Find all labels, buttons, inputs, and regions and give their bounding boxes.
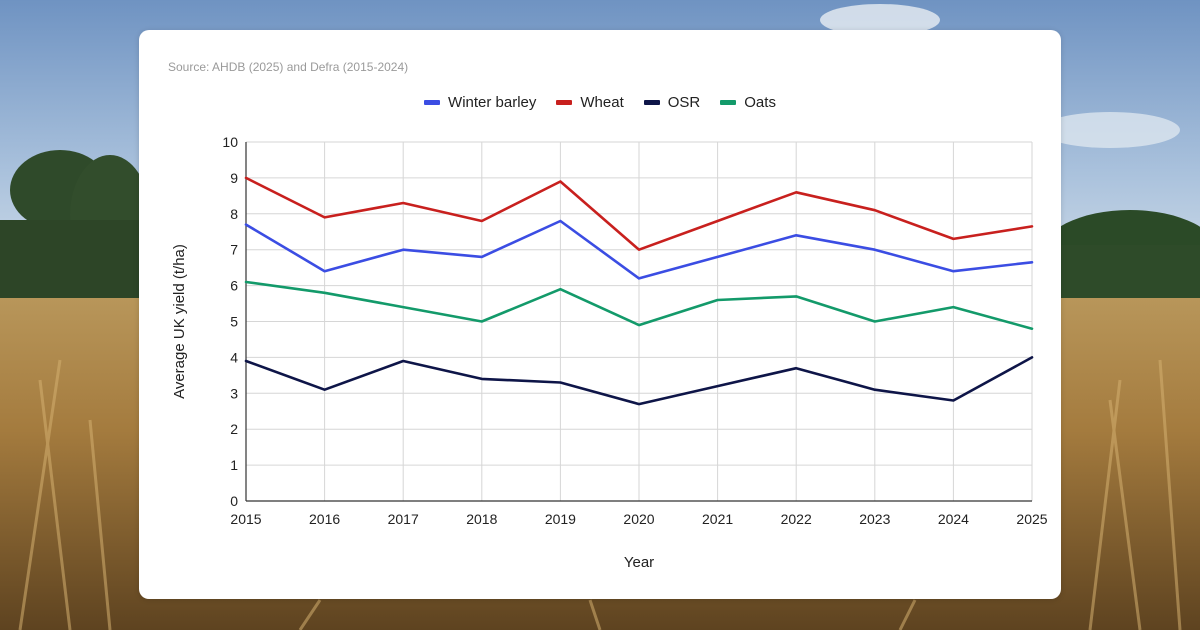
y-tick-label: 9 bbox=[230, 170, 238, 186]
y-tick-label: 4 bbox=[230, 349, 238, 365]
legend-label: Winter barley bbox=[448, 94, 537, 111]
chart-legend: Winter barley Wheat OSR Oats bbox=[139, 94, 1061, 111]
y-tick-label: 0 bbox=[230, 493, 238, 509]
x-tick-label: 2015 bbox=[230, 511, 261, 527]
y-tick-label: 10 bbox=[222, 134, 238, 150]
legend-label: OSR bbox=[667, 94, 701, 111]
x-axis-title: Year bbox=[624, 554, 654, 571]
x-tick-label: 2023 bbox=[859, 511, 890, 527]
line-chart: 0 1 2 3 4 5 6 7 8 9 10 2015 2016 2017 2018 2019 2020 2021… bbox=[171, 134, 1048, 571]
legend-swatch bbox=[720, 100, 737, 105]
x-tick-label: 2024 bbox=[938, 511, 969, 527]
chart-source: Source: AHDB (2025) and Defra (2015-2024… bbox=[168, 60, 409, 74]
x-tick-label: 2022 bbox=[781, 511, 812, 527]
legend-label: Oats bbox=[744, 94, 776, 111]
legend-swatch bbox=[643, 100, 660, 105]
y-tick-label: 6 bbox=[230, 278, 238, 294]
legend-item-winter-barley[interactable]: Winter barley bbox=[424, 94, 536, 111]
legend-swatch bbox=[556, 100, 573, 105]
legend-item-osr[interactable]: OSR bbox=[643, 94, 701, 111]
x-tick-label: 2016 bbox=[309, 511, 340, 527]
legend-item-oats[interactable]: Oats bbox=[720, 94, 776, 111]
legend-item-wheat[interactable]: Wheat bbox=[556, 94, 624, 111]
x-tick-label: 2021 bbox=[702, 511, 733, 527]
series-line-osr bbox=[244, 356, 1034, 406]
legend-swatch bbox=[424, 100, 441, 105]
x-tick-label: 2017 bbox=[388, 511, 419, 527]
y-tick-label: 3 bbox=[230, 385, 238, 401]
x-tick-label: 2019 bbox=[545, 511, 576, 527]
x-tick-label: 2018 bbox=[466, 511, 497, 527]
y-tick-label: 2 bbox=[230, 421, 238, 437]
x-tick-label: 2020 bbox=[623, 511, 654, 527]
legend-label: Wheat bbox=[580, 94, 624, 111]
x-tick-label: 2025 bbox=[1016, 511, 1047, 527]
chart-card: Source: AHDB (2025) and Defra (2015-2024… bbox=[139, 30, 1061, 599]
series-line-oats bbox=[244, 280, 1034, 331]
series-line-wheat bbox=[244, 176, 1034, 251]
y-tick-label: 8 bbox=[230, 206, 238, 222]
y-axis-title: Average UK yield (t/ha) bbox=[171, 244, 188, 399]
y-tick-label: 1 bbox=[230, 457, 238, 473]
y-tick-label: 7 bbox=[230, 242, 238, 258]
y-tick-label: 5 bbox=[230, 314, 238, 330]
series-line-winter-barley bbox=[244, 219, 1034, 280]
